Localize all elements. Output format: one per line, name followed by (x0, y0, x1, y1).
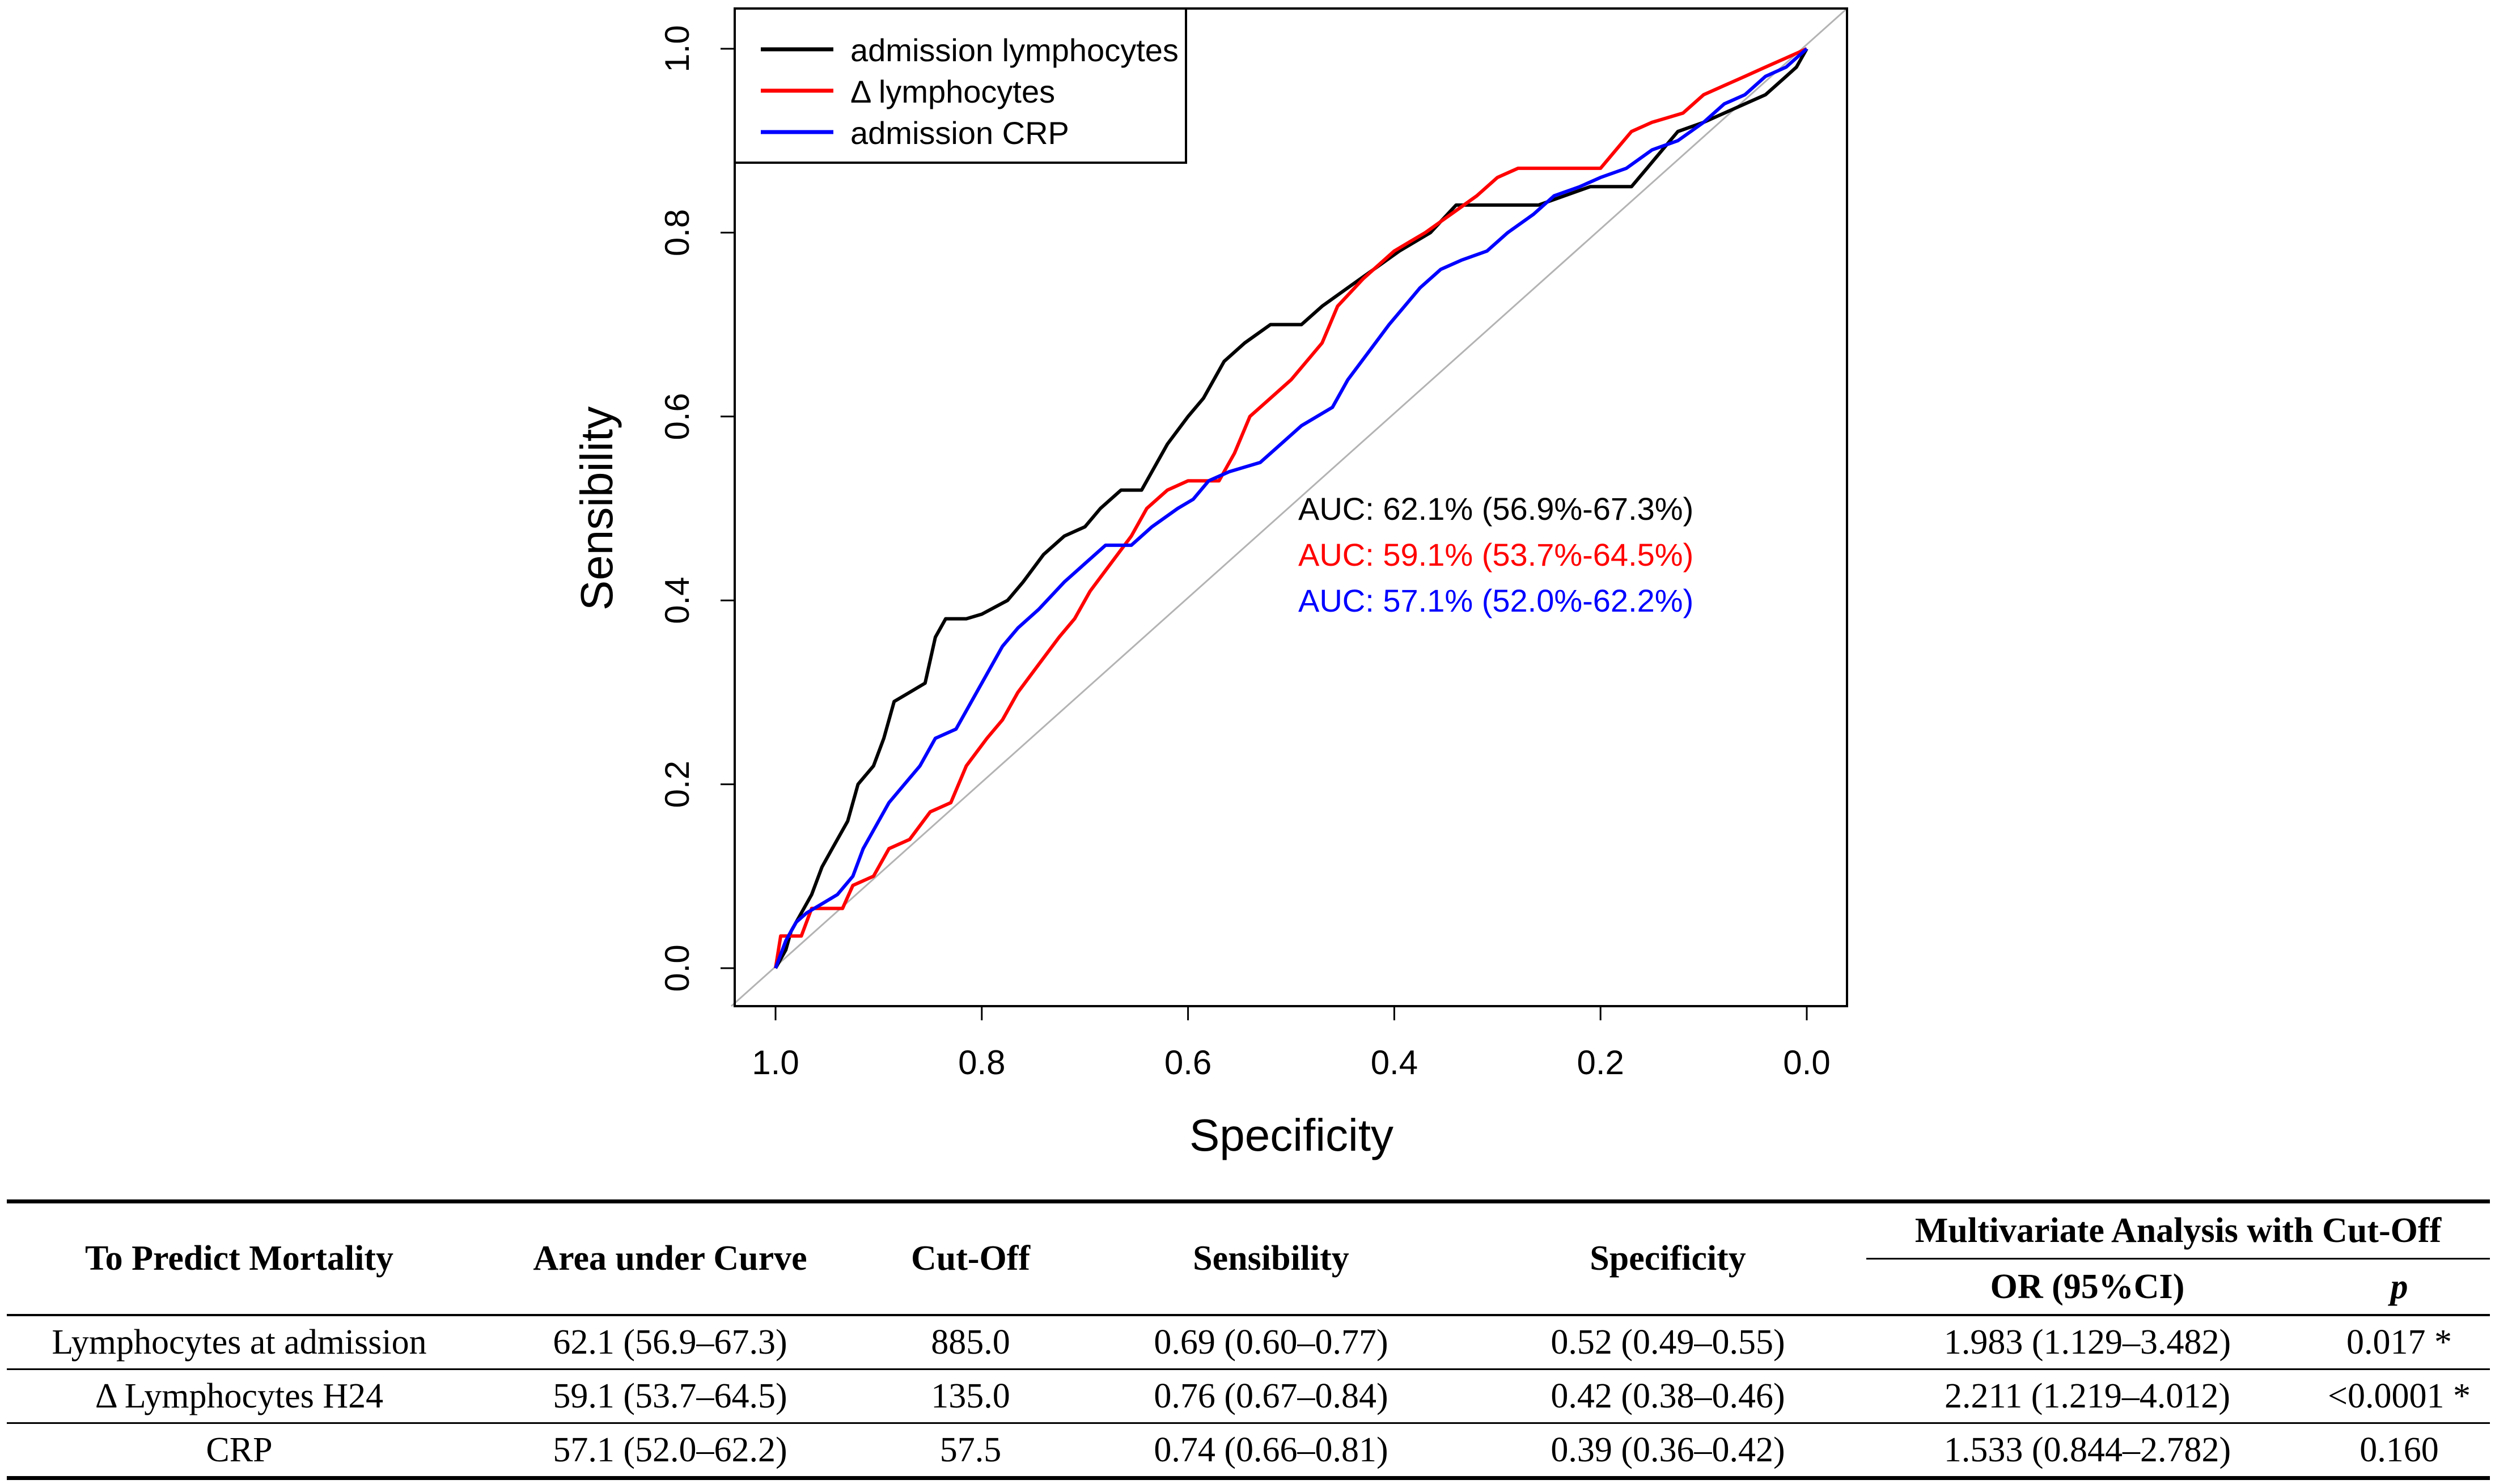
series-line-lymphocytes (774, 47, 1808, 969)
row-or: 1.983 (1.129–3.482) (1866, 1315, 2308, 1370)
row-p: 0.160 (2308, 1423, 2490, 1480)
row-label: CRP (7, 1423, 472, 1480)
row-auc: 57.1 (52.0–62.2) (472, 1423, 869, 1480)
series-layer (774, 47, 1808, 969)
x-tick-label: 0.2 (1577, 1044, 1624, 1082)
x-tick-label: 1.0 (752, 1044, 799, 1082)
header-specificity: Specificity (1469, 1199, 1866, 1316)
row-specificity: 0.39 (0.36–0.42) (1469, 1423, 1866, 1480)
header-sensibility: Sensibility (1073, 1199, 1469, 1316)
header-multivariate: Multivariate Analysis with Cut-Off (1866, 1199, 2490, 1260)
auc-label-delta-lymphocytes: AUC: 59.1% (53.7%-64.5%) (1298, 537, 1693, 573)
y-tick-label: 0.2 (658, 761, 696, 808)
results-table: To Predict Mortality Area under Curve Cu… (7, 1199, 2490, 1480)
row-cutoff: 885.0 (869, 1315, 1073, 1370)
y-axis-label: Sensibility (571, 406, 622, 610)
roc-chart: 1.0 0.8 0.6 0.4 0.2 0.0 0.0 0.2 0.4 0.6 0.8 1.0 Sp… (571, 7, 1848, 1160)
row-cutoff: 57.5 (869, 1423, 1073, 1480)
y-tick-label: 1.0 (658, 25, 696, 72)
table-row: Δ Lymphocytes H24 59.1 (53.7–64.5) 135.0… (7, 1369, 2490, 1424)
y-tick-label: 0.4 (658, 576, 696, 624)
x-tick-label: 0.8 (958, 1044, 1005, 1082)
legend-label-delta-lymphocytes: Δ lymphocytes (850, 74, 1055, 109)
row-cutoff: 135.0 (869, 1369, 1073, 1424)
header-cutoff: Cut-Off (869, 1199, 1073, 1316)
row-specificity: 0.42 (0.38–0.46) (1469, 1369, 1866, 1424)
header-or: OR (95%CI) (1866, 1258, 2308, 1316)
row-specificity: 0.52 (0.49–0.55) (1469, 1315, 1866, 1370)
header-predict: To Predict Mortality (7, 1199, 472, 1316)
y-tick-label: 0.8 (658, 209, 696, 256)
x-tick-label: 0.6 (1164, 1044, 1212, 1082)
y-tick-label: 0.0 (658, 944, 696, 991)
row-label: Δ Lymphocytes H24 (7, 1369, 472, 1424)
x-axis: 1.0 0.8 0.6 0.4 0.2 0.0 (752, 1005, 1831, 1082)
row-sensibility: 0.76 (0.67–0.84) (1073, 1369, 1469, 1424)
table-row: Lymphocytes at admission 62.1 (56.9–67.3… (7, 1315, 2490, 1370)
row-or: 2.211 (1.219–4.012) (1866, 1369, 2308, 1424)
table-row: CRP 57.1 (52.0–62.2) 57.5 0.74 (0.66–0.8… (7, 1423, 2490, 1480)
row-auc: 59.1 (53.7–64.5) (472, 1369, 869, 1424)
reference-diagonal-line (731, 7, 1848, 1007)
legend: admission lymphocytes Δ lymphocytes admi… (734, 7, 1187, 164)
row-label: Lymphocytes at admission (7, 1315, 472, 1370)
row-or: 1.533 (0.844–2.782) (1866, 1423, 2308, 1480)
legend-label-admission-lymphocytes: admission lymphocytes (850, 32, 1179, 68)
series-line-admission-lymphocytes (774, 48, 1808, 969)
row-p: 0.017 * (2308, 1315, 2490, 1370)
legend-box (734, 7, 1187, 164)
series-line-admission-crp (774, 47, 1808, 969)
y-tick-label: 0.6 (658, 393, 696, 440)
row-sensibility: 0.69 (0.60–0.77) (1073, 1315, 1469, 1370)
x-tick-label: 0.0 (1783, 1044, 1830, 1082)
y-axis: 0.0 0.2 0.4 0.6 0.8 1.0 (658, 25, 736, 992)
auc-label-admission-crp: AUC: 57.1% (52.0%-62.2%) (1298, 583, 1693, 618)
header-auc: Area under Curve (472, 1199, 869, 1316)
x-tick-label: 0.4 (1371, 1044, 1418, 1082)
auc-annotations: AUC: 62.1% (56.9%-67.3%) AUC: 59.1% (53.… (1298, 491, 1693, 618)
row-sensibility: 0.74 (0.66–0.81) (1073, 1423, 1469, 1480)
header-p: p (2308, 1258, 2490, 1316)
auc-label-admission-lymphocytes: AUC: 62.1% (56.9%-67.3%) (1298, 491, 1693, 527)
row-auc: 62.1 (56.9–67.3) (472, 1315, 869, 1370)
x-axis-label: Specificity (1189, 1110, 1393, 1160)
row-p: <0.0001 * (2308, 1369, 2490, 1424)
legend-label-admission-crp: admission CRP (850, 115, 1069, 151)
